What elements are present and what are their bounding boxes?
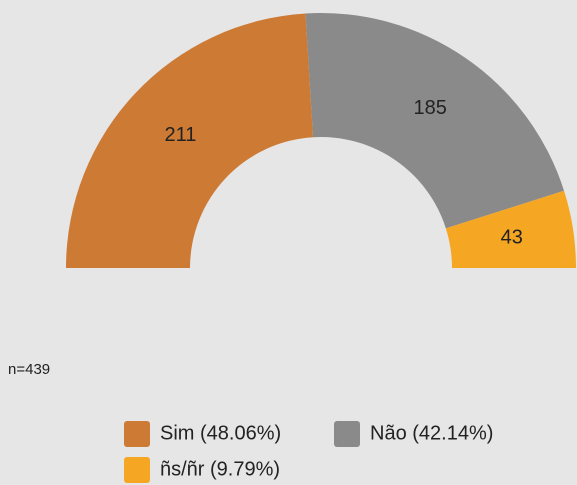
data-label: 43 xyxy=(501,227,523,249)
legend-label: ñs/ñr (9.79%) xyxy=(160,458,280,480)
legend-label: Sim (48.06%) xyxy=(160,422,281,444)
slice xyxy=(305,12,565,229)
slice xyxy=(66,13,314,268)
legend-swatch xyxy=(334,421,360,447)
data-label: 211 xyxy=(164,124,196,146)
slice xyxy=(445,190,576,268)
data-label: 185 xyxy=(413,97,446,119)
legend-label: Não (42.14%) xyxy=(370,422,493,444)
annotation: n=439 xyxy=(8,361,50,378)
legend-swatch xyxy=(124,457,150,483)
legend-swatch xyxy=(124,421,150,447)
